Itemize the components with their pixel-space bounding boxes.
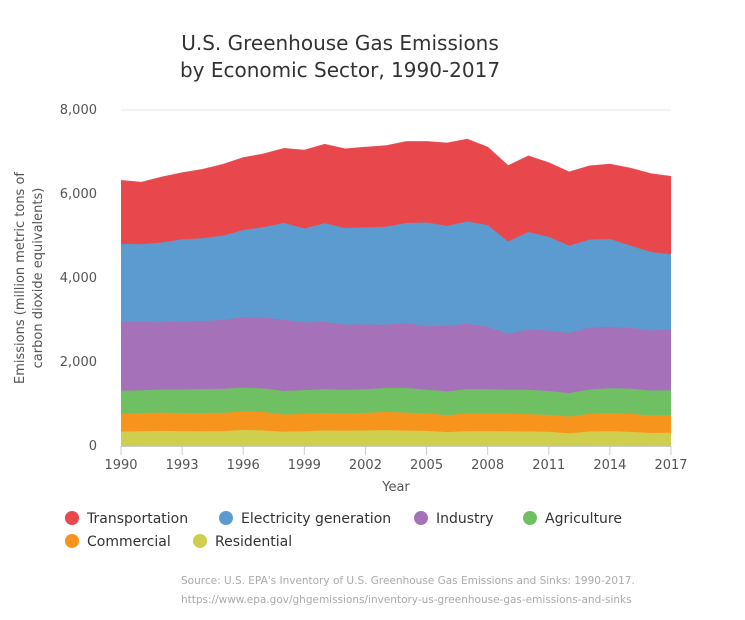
legend-label: Agriculture bbox=[545, 511, 622, 527]
source-url[interactable]: https://www.epa.gov/ghgemissions/invento… bbox=[181, 594, 632, 606]
legend-item-agriculture[interactable]: Agriculture bbox=[523, 511, 622, 527]
y-axis-title: Emissions (million metric tons of carbon … bbox=[13, 172, 46, 384]
y-axis-title-line: carbon dioxide equivalents) bbox=[31, 188, 46, 369]
legend-item-residential[interactable]: Residential bbox=[193, 534, 292, 550]
x-tick-label: 2002 bbox=[349, 458, 382, 473]
x-tick-label: 2011 bbox=[532, 458, 565, 473]
legend-item-industry[interactable]: Industry bbox=[414, 511, 494, 527]
chart-title-line-2: by Economic Sector, 1990-2017 bbox=[179, 58, 501, 82]
legend-marker bbox=[523, 511, 537, 525]
legend-marker bbox=[65, 511, 79, 525]
legend-label: Industry bbox=[436, 511, 494, 527]
chart-title: U.S. Greenhouse Gas Emissions by Economi… bbox=[100, 30, 580, 84]
legend-item-commercial[interactable]: Commercial bbox=[65, 534, 171, 550]
x-axis-title: Year bbox=[381, 480, 410, 495]
legend-label: Commercial bbox=[87, 534, 171, 550]
chart-title-line-1: U.S. Greenhouse Gas Emissions bbox=[181, 31, 499, 55]
y-axis-title-line: Emissions (million metric tons of bbox=[13, 172, 28, 384]
area-agriculture[interactable] bbox=[121, 387, 671, 417]
area-residential[interactable] bbox=[121, 430, 671, 446]
source-line-1: Source: U.S. EPA's Inventory of U.S. Gre… bbox=[181, 575, 635, 587]
legend-label: Electricity generation bbox=[241, 511, 391, 527]
legend-label: Residential bbox=[215, 534, 292, 550]
x-tick-label: 2008 bbox=[471, 458, 504, 473]
legend-label: Transportation bbox=[86, 511, 188, 527]
area-commercial[interactable] bbox=[121, 411, 671, 434]
x-tick-label: 1996 bbox=[227, 458, 260, 473]
x-tick-label: 2014 bbox=[593, 458, 626, 473]
area-electricity-generation[interactable] bbox=[121, 221, 671, 334]
x-tick-label: 2017 bbox=[654, 458, 687, 473]
source-note: Source: U.S. EPA's Inventory of U.S. Gre… bbox=[181, 572, 635, 610]
y-tick-label: 6,000 bbox=[60, 187, 97, 202]
legend-item-electricity-generation[interactable]: Electricity generation bbox=[219, 511, 391, 527]
y-tick-label: 2,000 bbox=[60, 355, 97, 370]
series-areas bbox=[120, 138, 672, 446]
y-tick-label: 4,000 bbox=[60, 271, 97, 286]
legend: Transportation Electricity generation Indu… bbox=[65, 511, 622, 550]
legend-marker bbox=[414, 511, 428, 525]
x-tick-label: 1999 bbox=[288, 458, 321, 473]
x-tick-label: 1993 bbox=[166, 458, 199, 473]
y-tick-label: 0 bbox=[89, 439, 97, 454]
legend-item-transportation[interactable]: Transportation bbox=[65, 511, 188, 527]
area-transportation[interactable] bbox=[121, 139, 671, 255]
area-industry[interactable] bbox=[121, 317, 671, 394]
axes: 0 2,000 4,000 6,000 8,000 1990 1993 1996 1999 200… bbox=[60, 103, 688, 473]
legend-marker bbox=[219, 511, 233, 525]
x-tick-label: 1990 bbox=[104, 458, 137, 473]
legend-marker bbox=[193, 534, 207, 548]
x-tick-label: 2005 bbox=[410, 458, 443, 473]
y-tick-label: 8,000 bbox=[60, 103, 97, 118]
line-transportation bbox=[120, 138, 672, 184]
legend-marker bbox=[65, 534, 79, 548]
